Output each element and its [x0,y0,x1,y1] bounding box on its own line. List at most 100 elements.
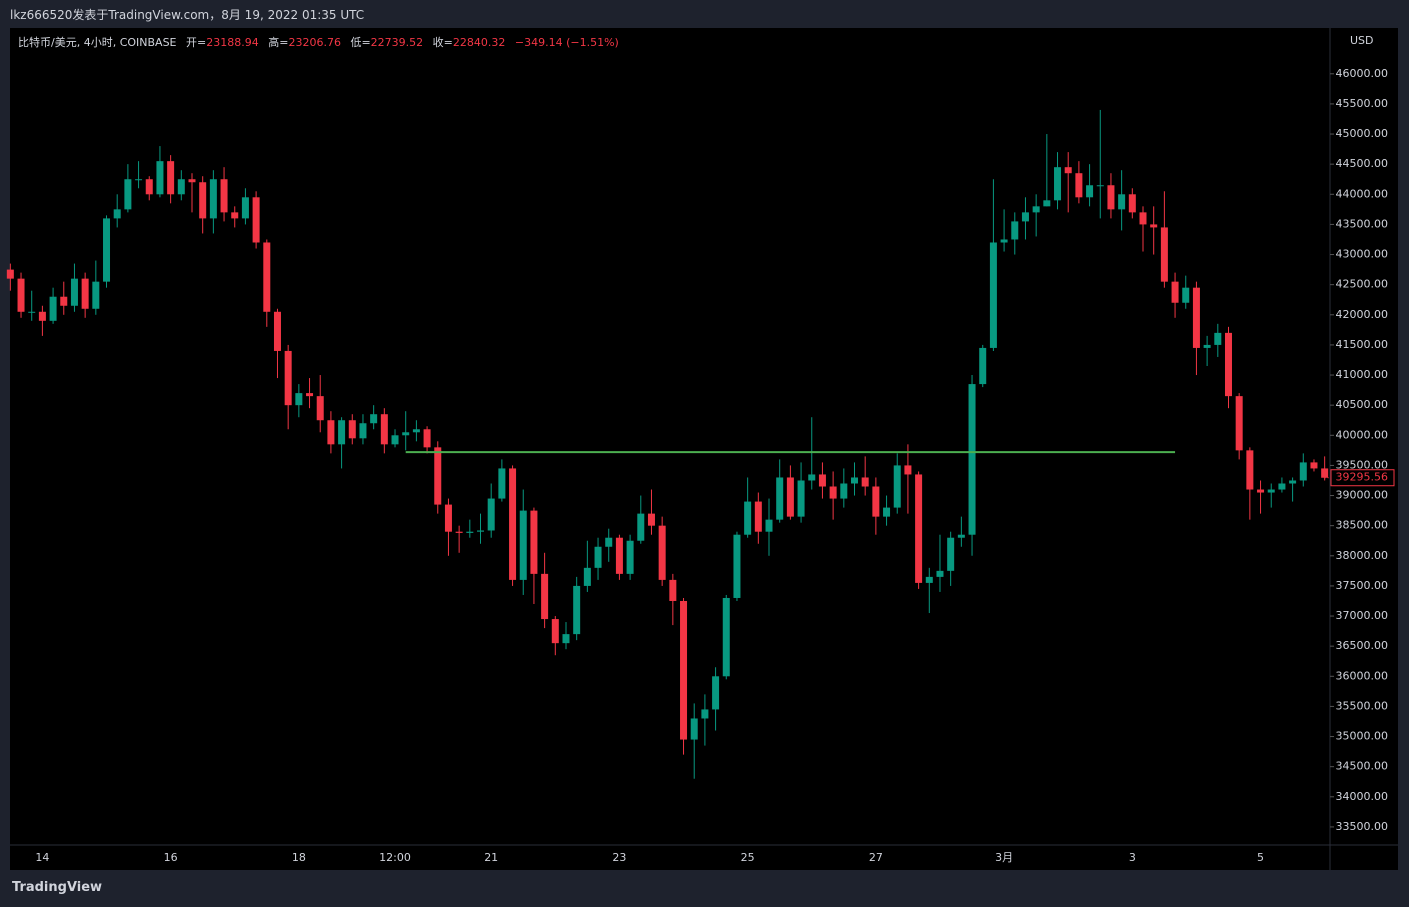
candle-body [637,513,645,541]
candle-body [925,576,933,583]
currency-label: USD [1350,34,1374,47]
candle-body [167,161,175,195]
candle-body [1011,221,1019,240]
legend-value: 23188.94 [206,36,259,49]
candle-body [936,570,944,577]
candle-body [434,447,442,505]
candle-body [947,537,955,571]
candle-body [1128,194,1136,213]
y-tick-label: 35500.00 [1336,699,1389,712]
y-tick-label: 45500.00 [1336,97,1389,110]
candle-body [28,311,36,313]
candle-body [1224,332,1232,397]
candle-body [209,179,217,219]
candle-body [615,537,623,574]
candle-body [808,474,816,481]
candle-body [1160,227,1168,282]
candle-body [1289,480,1297,484]
candle-body [1021,212,1029,222]
candle-body [626,540,634,574]
y-tick-label: 45000.00 [1336,127,1389,140]
y-tick-label: 39500.00 [1336,458,1389,471]
candle-body [647,513,655,526]
candle-body [188,179,196,183]
y-tick-label: 40500.00 [1336,398,1389,411]
candle-body [519,510,527,580]
x-tick-label: 18 [292,851,306,864]
candle-body [872,486,880,517]
candle-body [712,676,720,710]
candle-body [1299,462,1307,481]
candle-body [295,393,303,406]
candle-body [135,179,143,181]
last-price-label: 39295.56 [1336,471,1389,484]
x-tick-label: 5 [1257,851,1264,864]
candle-body [1171,281,1179,303]
candle-body [1246,450,1254,490]
candle-body [284,350,292,406]
candle-body [797,480,805,517]
candle-body [883,507,891,517]
legend-label: 高= [268,36,289,49]
legend-value: 22739.52 [370,36,424,49]
candle-body [840,483,848,499]
candle-body [1032,206,1040,213]
candle-body [220,179,228,213]
y-tick-label: 37500.00 [1336,579,1389,592]
candle-body [316,396,324,421]
x-tick-label: 23 [612,851,626,864]
candle-body [509,468,517,580]
candle-body [562,634,570,644]
y-tick-label: 33500.00 [1336,820,1389,833]
candle-body [263,242,271,312]
legend-label: 收= [432,36,453,49]
y-tick-label: 43000.00 [1336,248,1389,261]
legend-label: 低= [350,36,371,49]
candle-body [1107,185,1115,210]
y-tick-label: 36500.00 [1336,639,1389,652]
candle-body [444,504,452,532]
candle-body [1182,287,1190,303]
candle-body [124,179,132,210]
publish-info: lkz666520发表于TradingView.com，8月 19, 2022 … [10,8,365,22]
y-tick-label: 41500.00 [1336,338,1389,351]
legend-change: −349.14 (−1.51%) [514,36,619,49]
y-tick-label: 43500.00 [1336,217,1389,230]
candle-body [551,619,559,644]
candle-body [70,278,78,306]
candle-body [60,296,68,306]
candle-body [1192,287,1200,348]
y-tick-label: 42000.00 [1336,308,1389,321]
y-tick-label: 38000.00 [1336,549,1389,562]
chart-background [10,28,1398,870]
candle-body [402,432,410,436]
candle-body [1043,200,1051,207]
candle-body [92,281,100,309]
candle-body [733,534,741,598]
candle-body [915,474,923,583]
candle-body [81,278,89,309]
candle-body [893,465,901,508]
candle-body [231,212,239,219]
legend-value: 22840.32 [452,36,506,49]
candle-body [1267,489,1275,493]
last-price-box [1330,469,1395,487]
candle-body [145,179,153,195]
y-tick-label: 36000.00 [1336,669,1389,682]
y-tick-label: 44500.00 [1336,157,1389,170]
candle-body [1096,185,1104,187]
candle-body [338,420,346,445]
candle-body [658,525,666,580]
candle-body [1203,344,1211,348]
candle-body [690,718,698,740]
candle-body [113,209,121,219]
candle-body [1321,468,1329,478]
candle-body [818,474,826,487]
x-tick-label: 3月 [995,851,1013,864]
y-tick-label: 35000.00 [1336,730,1389,743]
candle-body [1118,194,1126,210]
candle-body [327,420,335,445]
candle-body [391,435,399,445]
